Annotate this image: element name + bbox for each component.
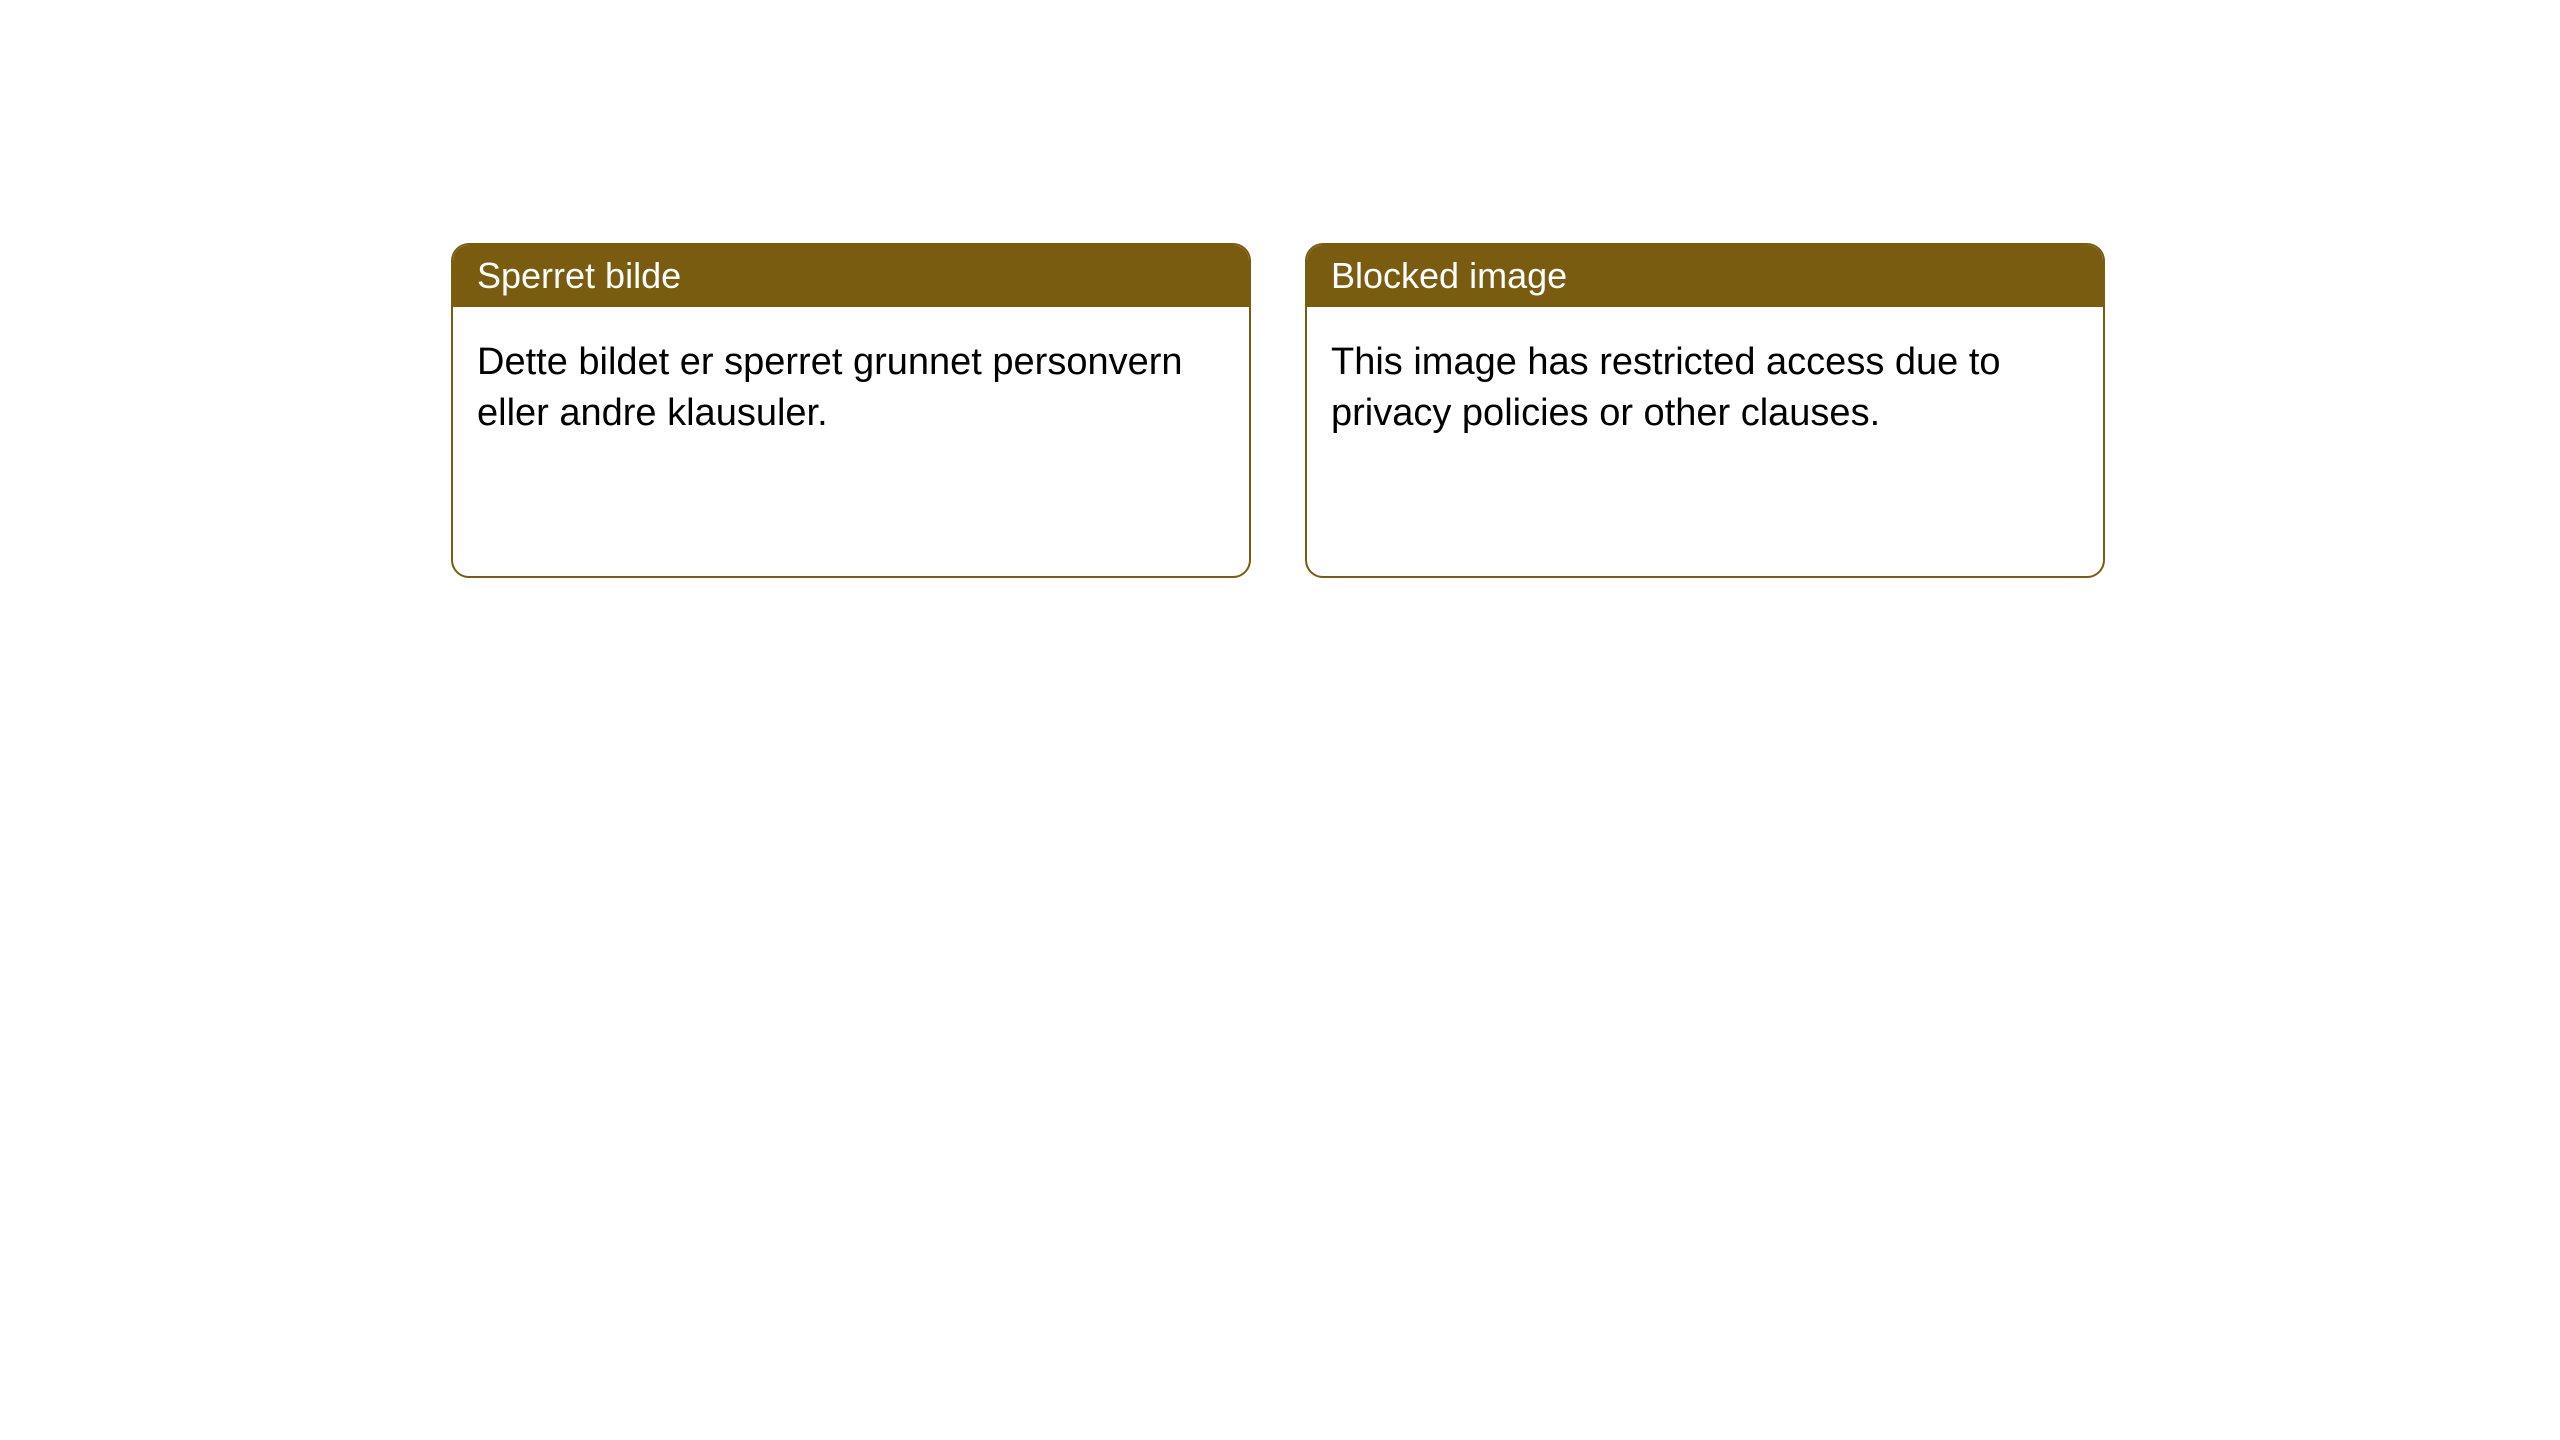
card-body-text: Dette bildet er sperret grunnet personve… (477, 341, 1183, 434)
card-header-label: Blocked image (1331, 255, 1567, 296)
card-header-label: Sperret bilde (477, 255, 681, 296)
card-body-norwegian: Dette bildet er sperret grunnet personve… (453, 307, 1249, 470)
card-body-english: This image has restricted access due to … (1307, 307, 2103, 470)
blocked-image-card-norwegian: Sperret bilde Dette bildet er sperret gr… (451, 243, 1251, 578)
notice-container: Sperret bilde Dette bildet er sperret gr… (451, 243, 2105, 578)
blocked-image-card-english: Blocked image This image has restricted … (1305, 243, 2105, 578)
card-body-text: This image has restricted access due to … (1331, 341, 2001, 434)
card-header-english: Blocked image (1307, 245, 2103, 307)
card-header-norwegian: Sperret bilde (453, 245, 1249, 307)
